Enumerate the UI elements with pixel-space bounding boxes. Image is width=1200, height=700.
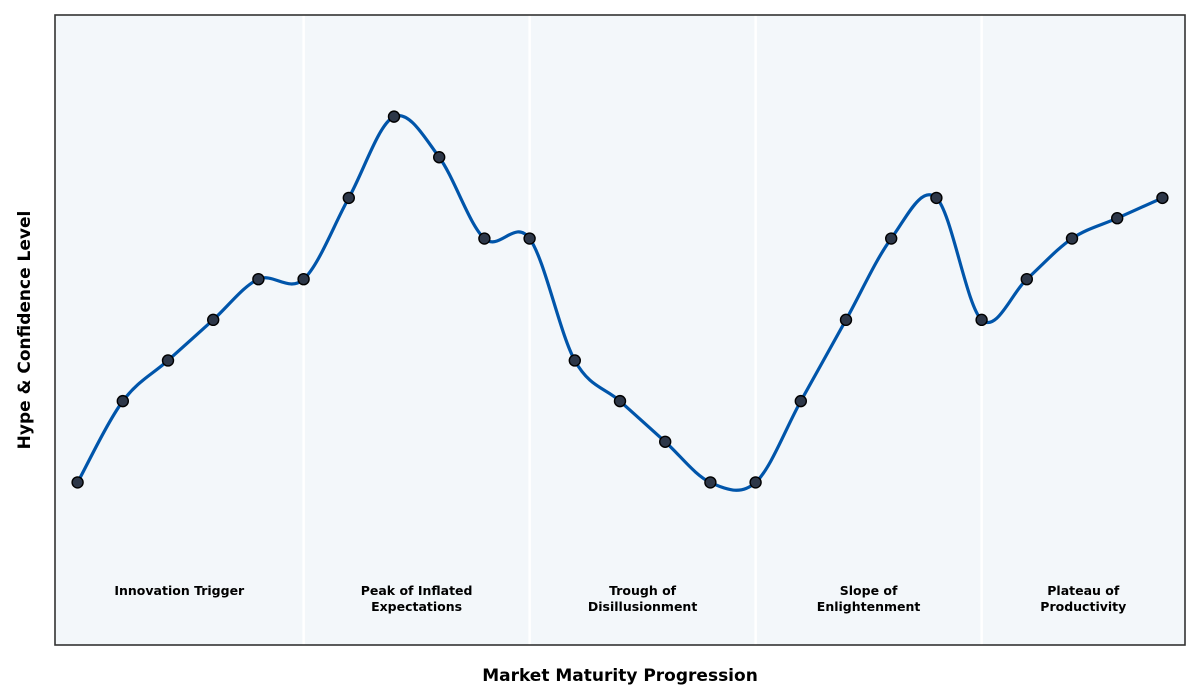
data-point [478,232,491,245]
data-point [433,151,446,164]
data-point [71,476,84,489]
data-point [116,394,130,408]
data-point [1110,212,1124,225]
data-point [1156,191,1169,205]
data-point [613,394,627,408]
phase-label: Peak of Inflated Expectations [361,583,473,614]
data-point [1065,232,1079,245]
data-point [387,110,401,123]
data-point [659,435,672,448]
data-point [342,191,355,205]
data-point [161,354,175,367]
data-point [704,476,717,489]
data-point [252,272,265,286]
data-point [523,232,536,245]
plot-frame [54,14,1186,646]
data-point [568,354,581,367]
phase-dividers [302,15,983,645]
phase-label: Slope of Enlightenment [817,583,921,614]
phase-labels: Innovation Trigger Peak of Inflated Expect… [114,583,1126,614]
phase-label: Plateau of Productivity [1040,583,1126,614]
data-point [885,232,898,245]
data-point [297,272,310,286]
phase-label: Trough of Disillusionment [588,583,697,614]
data-point [794,394,807,408]
y-axis-title: Hype & Confidence Level [15,211,35,450]
x-axis-title: Market Maturity Progression [482,666,758,686]
data-point [839,313,853,327]
data-point [749,476,762,489]
data-point [1020,272,1034,286]
data-point [975,313,988,327]
phase-label: Innovation Trigger [114,583,245,598]
plot-area [55,15,1185,645]
data-point [930,191,943,205]
data-point [206,313,220,327]
data-points [71,110,1169,489]
